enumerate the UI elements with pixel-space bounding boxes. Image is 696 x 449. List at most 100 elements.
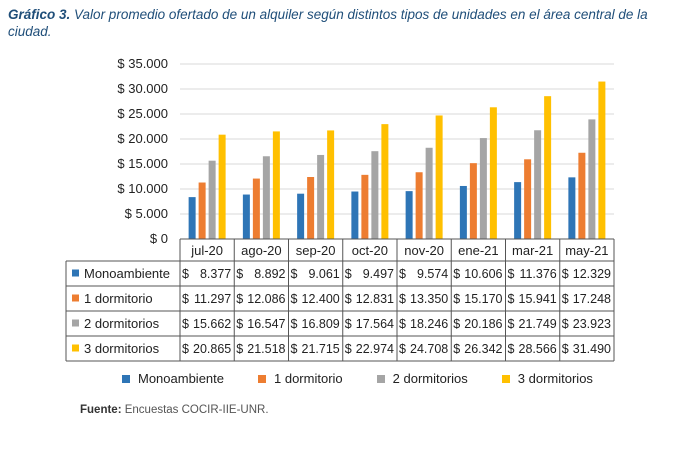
- x-tick-label: ago-20: [241, 243, 281, 258]
- bar: [405, 191, 413, 239]
- data-label: 23.923: [573, 317, 611, 331]
- data-label-currency: $: [236, 267, 243, 281]
- data-label-currency: $: [345, 317, 352, 331]
- chart-legend: Monoambiente 1 dormitorio 2 dormitorios …: [122, 371, 593, 386]
- legend-item-2-dormitorios: 2 dormitorios: [376, 371, 468, 386]
- table-row-label: 1 dormitorio: [84, 291, 153, 306]
- bar: [514, 182, 522, 239]
- y-tick-label: $ 15.000: [117, 156, 168, 171]
- bar: [272, 131, 280, 239]
- bar: [361, 174, 369, 239]
- bar: [351, 191, 359, 239]
- bar: [459, 185, 467, 239]
- data-label-currency: $: [453, 342, 460, 356]
- data-label-currency: $: [453, 292, 460, 306]
- data-label: 9.574: [417, 267, 448, 281]
- data-label: 21.715: [302, 342, 340, 356]
- data-label: 31.490: [573, 342, 611, 356]
- table-swatch: [72, 344, 79, 352]
- table-swatch: [72, 319, 79, 327]
- data-label-currency: $: [291, 342, 298, 356]
- x-tick-label: mar-21: [512, 243, 553, 258]
- data-label: 15.170: [464, 292, 502, 306]
- data-label: 9.497: [363, 267, 394, 281]
- y-tick-label: $ 35.000: [117, 56, 168, 71]
- data-label-currency: $: [182, 317, 189, 331]
- legend-label: Monoambiente: [138, 371, 224, 386]
- data-label-currency: $: [345, 342, 352, 356]
- legend-swatch: [501, 374, 510, 383]
- data-label-currency: $: [562, 342, 569, 356]
- bar: [188, 197, 196, 239]
- data-label: 12.329: [573, 267, 611, 281]
- data-label-currency: $: [562, 292, 569, 306]
- chart-title-prefix: Gráfico 3.: [8, 7, 71, 22]
- legend-label: 3 dormitorios: [517, 371, 593, 386]
- x-tick-label: sep-20: [296, 243, 336, 258]
- table-swatch: [72, 294, 79, 302]
- source-label: Fuente:: [80, 404, 122, 416]
- legend-swatch: [258, 374, 266, 383]
- bar: [381, 124, 389, 239]
- bar: [307, 177, 315, 239]
- bar: [242, 194, 250, 239]
- bar: [317, 154, 325, 239]
- data-label-currency: $: [291, 317, 298, 331]
- legend-swatch: [122, 374, 130, 383]
- bar: [534, 130, 542, 239]
- data-label-currency: $: [291, 292, 298, 306]
- bar-chart: $ 0 $ 5.000 $ 10.000 $ 15.000 $ 20.000 $ 25.0…: [65, 56, 615, 362]
- data-label: 13.350: [410, 292, 448, 306]
- data-label-currency: $: [399, 292, 406, 306]
- y-tick-label: $ 10.000: [117, 181, 168, 196]
- data-label: 8.377: [200, 267, 231, 281]
- data-label: 21.518: [247, 342, 285, 356]
- data-label: 12.400: [302, 292, 340, 306]
- legend-item-monoambiente: Monoambiente: [122, 371, 224, 386]
- x-tick-label: nov-20: [404, 243, 444, 258]
- data-label-currency: $: [182, 292, 189, 306]
- table-swatch: [72, 269, 79, 277]
- bar: [218, 134, 226, 239]
- data-label: 11.297: [194, 292, 231, 306]
- bar: [371, 151, 379, 239]
- data-label-currency: $: [236, 317, 243, 331]
- legend-item-1-dormitorio: 1 dormitorio: [258, 371, 343, 386]
- bar: [208, 160, 216, 239]
- data-label-currency: $: [508, 342, 515, 356]
- data-label: 8.892: [254, 267, 285, 281]
- data-label-currency: $: [182, 267, 189, 281]
- data-label-currency: $: [508, 267, 515, 281]
- table-row-label: 3 dormitorios: [84, 341, 160, 356]
- legend-swatch: [376, 374, 385, 383]
- data-label-currency: $: [562, 267, 569, 281]
- y-tick-label: $ 25.000: [117, 106, 168, 121]
- bar: [479, 138, 487, 239]
- table-row-label: Monoambiente: [84, 266, 170, 281]
- data-label-currency: $: [236, 342, 243, 356]
- data-label-currency: $: [508, 317, 515, 331]
- chart-title: Gráfico 3. Valor promedio ofertado de un…: [8, 6, 668, 40]
- data-label-currency: $: [508, 292, 515, 306]
- y-tick-label: $ 0: [150, 231, 168, 246]
- bar: [425, 147, 433, 239]
- y-tick-label: $ 5.000: [125, 206, 168, 221]
- x-tick-label: ene-21: [458, 243, 498, 258]
- data-label-currency: $: [345, 267, 352, 281]
- bar: [327, 130, 335, 239]
- x-tick-label: jul-20: [190, 243, 223, 258]
- source-text: Encuestas COCIR-IIE-UNR.: [124, 404, 269, 416]
- data-label: 24.708: [410, 342, 448, 356]
- bar: [262, 156, 270, 239]
- bar: [544, 96, 552, 239]
- legend-label: 2 dormitorios: [392, 371, 468, 386]
- data-label: 12.831: [356, 292, 394, 306]
- data-label: 16.547: [247, 317, 285, 331]
- x-tick-label: may-21: [565, 243, 608, 258]
- data-label: 26.342: [464, 342, 502, 356]
- y-tick-label: $ 30.000: [117, 81, 168, 96]
- data-label: 11.376: [519, 267, 556, 281]
- data-label: 10.606: [464, 267, 502, 281]
- data-label: 20.186: [464, 317, 502, 331]
- bar: [435, 115, 443, 239]
